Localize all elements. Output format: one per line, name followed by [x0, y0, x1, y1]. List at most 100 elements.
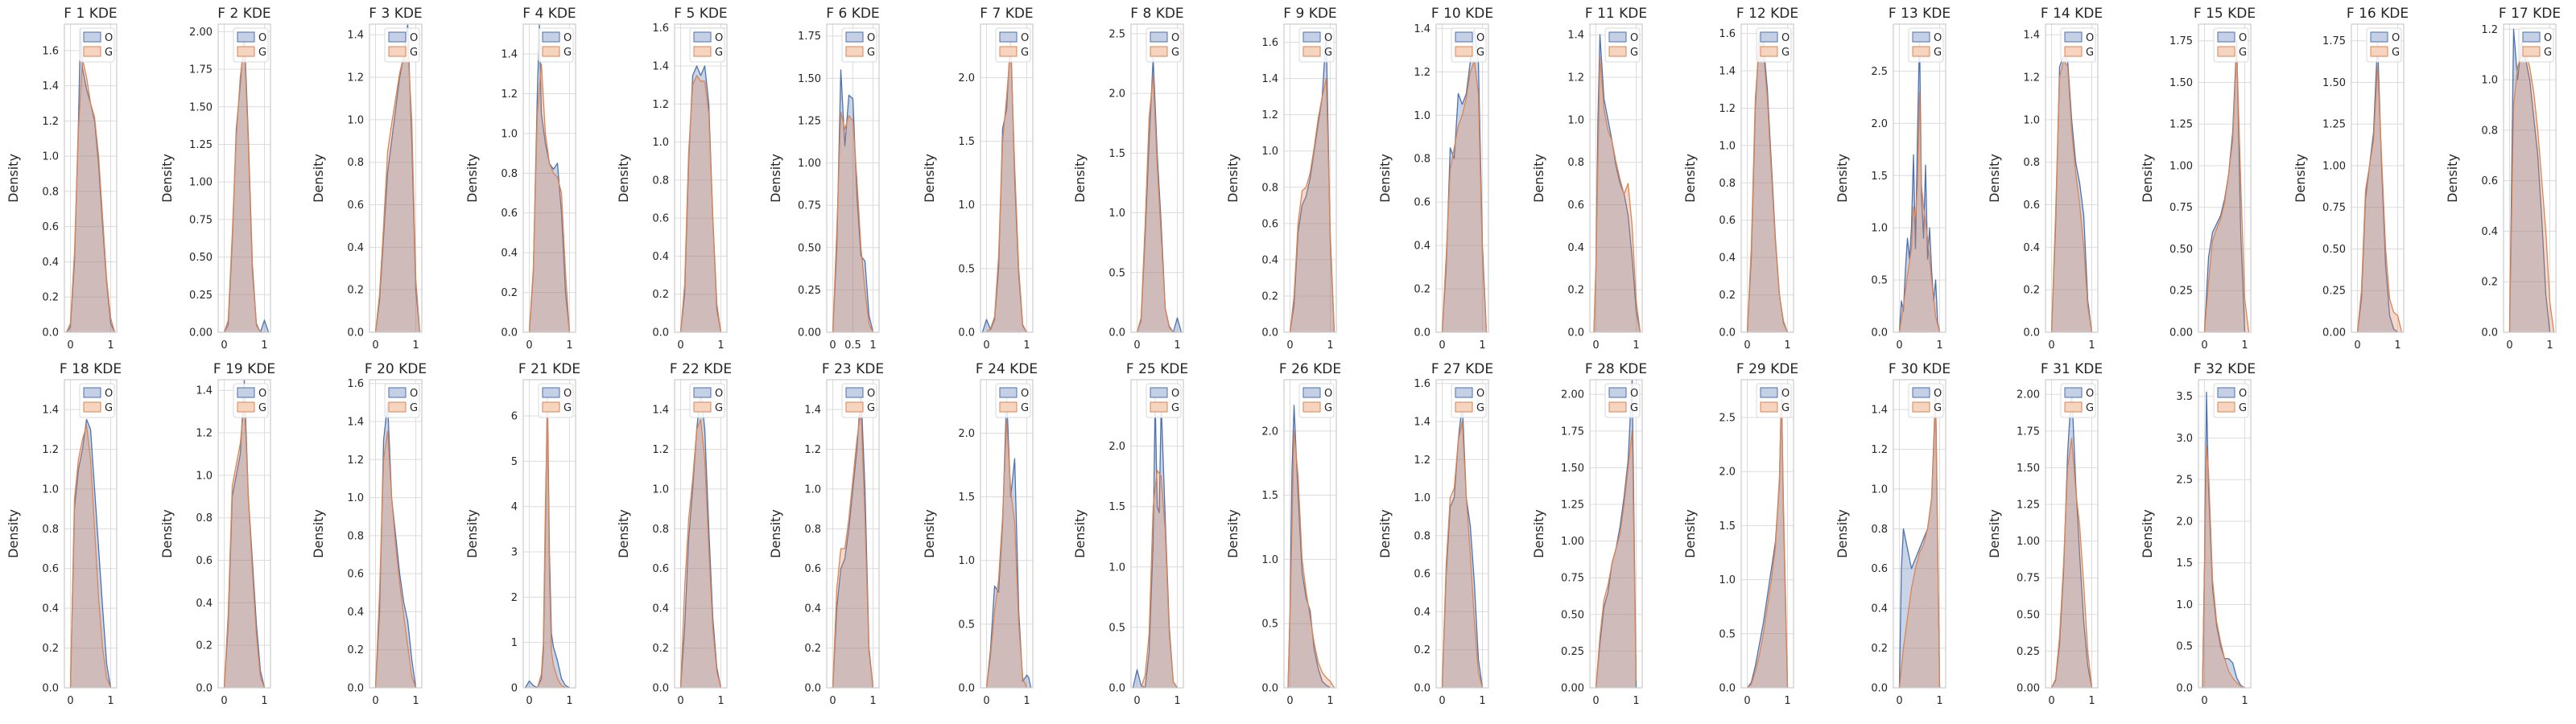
legend-label-G: G [1171, 402, 1179, 414]
y-axis-title: Density [6, 154, 21, 203]
y-tick-label: 0.50 [2169, 244, 2193, 256]
legend: OG [384, 383, 420, 418]
legend-swatch-G [1760, 401, 1778, 413]
x-tick-label: 1 [1784, 339, 1790, 352]
y-tick-label: 0.00 [189, 327, 213, 339]
y-tick-label: 0.8 [652, 175, 669, 187]
y-tick-label: 0.25 [2322, 286, 2346, 298]
y-tick-label: 0.0 [347, 327, 364, 339]
y-axis-title: Density [768, 509, 783, 558]
y-tick-label: 1.0 [1567, 114, 1584, 126]
kde-fill-G [224, 43, 265, 332]
y-tick-label: 1.2 [196, 428, 213, 440]
y-tick-label: 1.0 [958, 200, 975, 212]
kde-fill-G [680, 75, 721, 332]
x-tick-label: 1 [107, 695, 114, 707]
subplot-title: F 31 KDE [2041, 361, 2103, 377]
legend-label-G: G [564, 402, 572, 414]
y-tick-label: 1.2 [1261, 109, 1278, 121]
legend-swatch-O [542, 387, 560, 398]
legend-label-O: O [1476, 388, 1484, 400]
plot-area [218, 24, 270, 332]
legend: OG [1146, 27, 1182, 63]
x-tick-label: 0 [983, 339, 989, 352]
legend-swatch-O [1760, 387, 1778, 398]
y-tick-label: 0.5 [1719, 628, 1736, 640]
y-axis-title: Density [464, 154, 480, 203]
y-tick-label: 1.50 [1561, 463, 1584, 475]
y-tick-label: 0.6 [652, 213, 669, 225]
y-tick-label: 1.00 [2017, 536, 2040, 548]
y-tick-label: 0.75 [798, 200, 821, 212]
legend-swatch-G [237, 46, 255, 57]
x-tick-label: 1 [1784, 695, 1790, 707]
kde-line-O [1287, 405, 1331, 689]
subplot-title: F 27 KDE [1431, 361, 1493, 377]
x-tick-label: 0 [1286, 695, 1293, 707]
y-tick-label: 1.0 [347, 114, 364, 126]
y-tick-label: 1.4 [501, 49, 518, 61]
kde-line-O [1441, 27, 1488, 333]
y-tick-label: 1.4 [1414, 417, 1430, 429]
kde-fill-G [1596, 430, 1637, 688]
x-tick-label: 0 [677, 695, 683, 707]
y-axis-title: Density [6, 509, 21, 558]
subplot-20: 0.0 0.2 0.4 0.6 0.8 1.0 1.2 1.4 1.6 0 1 F 20 KDE Den… [311, 361, 427, 707]
subplot-25: 0.0 0.5 1.0 1.5 2.0 0 1 F 25 KDE Density OG [1072, 361, 1188, 707]
y-tick-label: 1.6 [652, 23, 669, 35]
kde-line-G [1595, 430, 1637, 689]
plot-area [1131, 24, 1183, 332]
y-axis-title: Density [1377, 509, 1393, 558]
legend-label-O: O [105, 32, 113, 44]
legend-swatch-G [1150, 46, 1168, 57]
y-tick-label: 1.4 [1719, 66, 1736, 78]
axes-frame [1589, 379, 1643, 689]
kde-line-G [1441, 421, 1484, 689]
y-tick-label: 1.5 [958, 492, 975, 504]
y-tick-label: 1.50 [2169, 77, 2193, 89]
kde-fill-O [1290, 33, 1335, 332]
legend-label-O: O [1781, 388, 1790, 400]
subplot-title: F 18 KDE [60, 361, 122, 377]
y-tick-label: 0.4 [347, 242, 364, 254]
kde-fill-O [1596, 380, 1637, 688]
subplot-title: F 10 KDE [1431, 6, 1493, 22]
kde-line-G [374, 430, 417, 689]
legend-label-G: G [410, 402, 418, 414]
legend-swatch-O [1608, 387, 1627, 398]
y-tick-label: 1.0 [1719, 574, 1736, 586]
legend-swatch-G [388, 401, 407, 413]
y-tick-label: 0.4 [196, 598, 213, 610]
y-tick-label: 1.50 [2017, 463, 2040, 475]
y-axis-title: Density [616, 154, 631, 203]
y-tick-label: 0.6 [347, 569, 364, 581]
y-tick-label: 0.50 [1561, 609, 1584, 621]
plot-area [675, 380, 727, 688]
y-tick-label: 1.2 [652, 444, 669, 456]
y-axis-title: Density [2293, 154, 2308, 203]
y-tick-label: 0.2 [347, 644, 364, 656]
y-axis-title: Density [1377, 154, 1393, 203]
y-tick-label: 0.0 [1261, 327, 1278, 339]
y-tick-label: 0.8 [652, 524, 669, 536]
legend-swatch-G [83, 401, 101, 413]
kde-fill-G [66, 59, 115, 333]
y-tick-label: 1.75 [189, 64, 213, 76]
y-tick-label: 0 [511, 683, 518, 695]
y-tick-label: 2.0 [1261, 426, 1278, 438]
y-axis-title: Density [2445, 154, 2460, 203]
y-tick-label: 0.8 [501, 168, 518, 180]
legend-label-O: O [2086, 32, 2094, 44]
y-tick-label: 1.0 [1871, 223, 1888, 235]
legend-label-G: G [105, 47, 113, 59]
y-axis-title: Density [1835, 509, 1850, 558]
subplot-29: 0.0 0.5 1.0 1.5 2.0 2.5 0 1 F 29 KDE Density OG [1682, 361, 1798, 707]
y-tick-label: 0.6 [1871, 563, 1888, 575]
x-tick-label: 0 [221, 339, 227, 352]
kde-line-G [986, 45, 1028, 333]
subplot-title: F 16 KDE [2347, 6, 2409, 22]
x-tick-label: 0 [1592, 339, 1599, 352]
y-tick-label: 1.4 [196, 385, 213, 397]
legend: OG [1756, 383, 1792, 418]
legend-label-O: O [1171, 388, 1179, 400]
